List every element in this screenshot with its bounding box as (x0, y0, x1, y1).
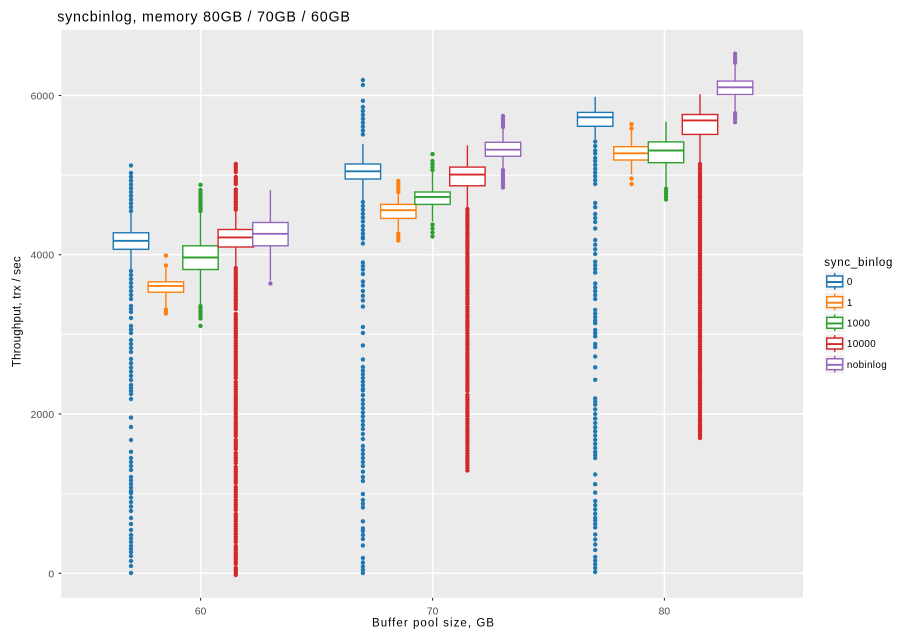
svg-text:10000: 10000 (847, 339, 876, 350)
svg-text:70: 70 (427, 607, 439, 618)
svg-text:1: 1 (847, 298, 853, 309)
svg-text:4000: 4000 (31, 251, 55, 262)
svg-text:60: 60 (195, 607, 207, 618)
svg-text:2000: 2000 (31, 410, 55, 421)
svg-text:80: 80 (659, 607, 671, 618)
svg-text:0: 0 (48, 569, 54, 580)
svg-text:nobinlog: nobinlog (847, 360, 887, 371)
svg-text:1000: 1000 (847, 319, 871, 330)
svg-text:Throughput, trx / sec: Throughput, trx / sec (12, 256, 24, 367)
svg-text:syncbinlog, memory 80GB / 70GB: syncbinlog, memory 80GB / 70GB / 60GB (57, 10, 350, 26)
svg-text:0: 0 (847, 277, 853, 288)
svg-text:sync_binlog: sync_binlog (824, 257, 893, 269)
svg-text:6000: 6000 (31, 92, 55, 103)
svg-text:Buffer pool size, GB: Buffer pool size, GB (372, 617, 495, 629)
